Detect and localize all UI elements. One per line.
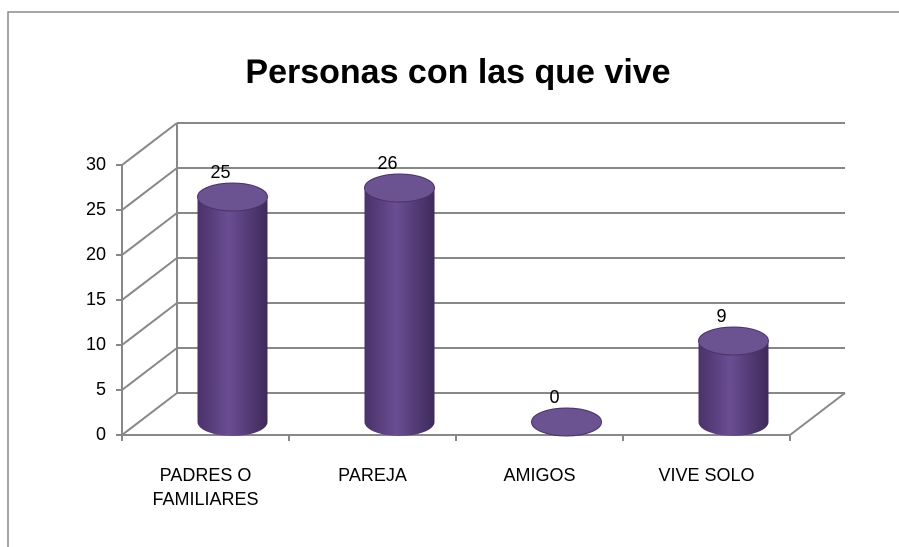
bar-top xyxy=(197,182,268,212)
grid-diagonal xyxy=(121,257,178,301)
grid-diagonal xyxy=(121,122,178,166)
grid-diagonal xyxy=(121,167,178,211)
value-label: 0 xyxy=(549,387,559,407)
x-tick-label: AMIGOS xyxy=(503,465,576,485)
grid-diagonal xyxy=(121,347,178,391)
grid-diagonal xyxy=(121,212,178,256)
x-tick-label: PADRES O FAMILIARES xyxy=(152,465,259,509)
bar xyxy=(698,341,769,437)
y-tick-label: 15 xyxy=(86,289,106,309)
x-tick-label: VIVE SOLO xyxy=(658,465,755,485)
y-tick-label: 0 xyxy=(96,424,106,444)
chart-border xyxy=(7,11,899,547)
bar xyxy=(364,188,435,437)
bar-top xyxy=(531,407,602,437)
grid-diagonal xyxy=(121,302,178,346)
y-tick-label: 20 xyxy=(86,244,106,264)
y-tick-label: 10 xyxy=(86,334,106,354)
grid-diagonal xyxy=(121,392,178,436)
floor-right xyxy=(789,392,846,436)
bar xyxy=(197,197,268,437)
value-label: 25 xyxy=(210,162,230,182)
y-tick-label: 5 xyxy=(96,379,106,399)
x-tick-label: PAREJA xyxy=(338,465,407,485)
value-label: 26 xyxy=(377,153,397,173)
y-tick-label: 30 xyxy=(86,154,106,174)
y-tick-label: 25 xyxy=(86,199,106,219)
bar-top xyxy=(364,173,435,203)
bar-top xyxy=(698,326,769,356)
chart-title: Personas con las que vive xyxy=(245,53,670,91)
value-label: 9 xyxy=(716,306,726,326)
